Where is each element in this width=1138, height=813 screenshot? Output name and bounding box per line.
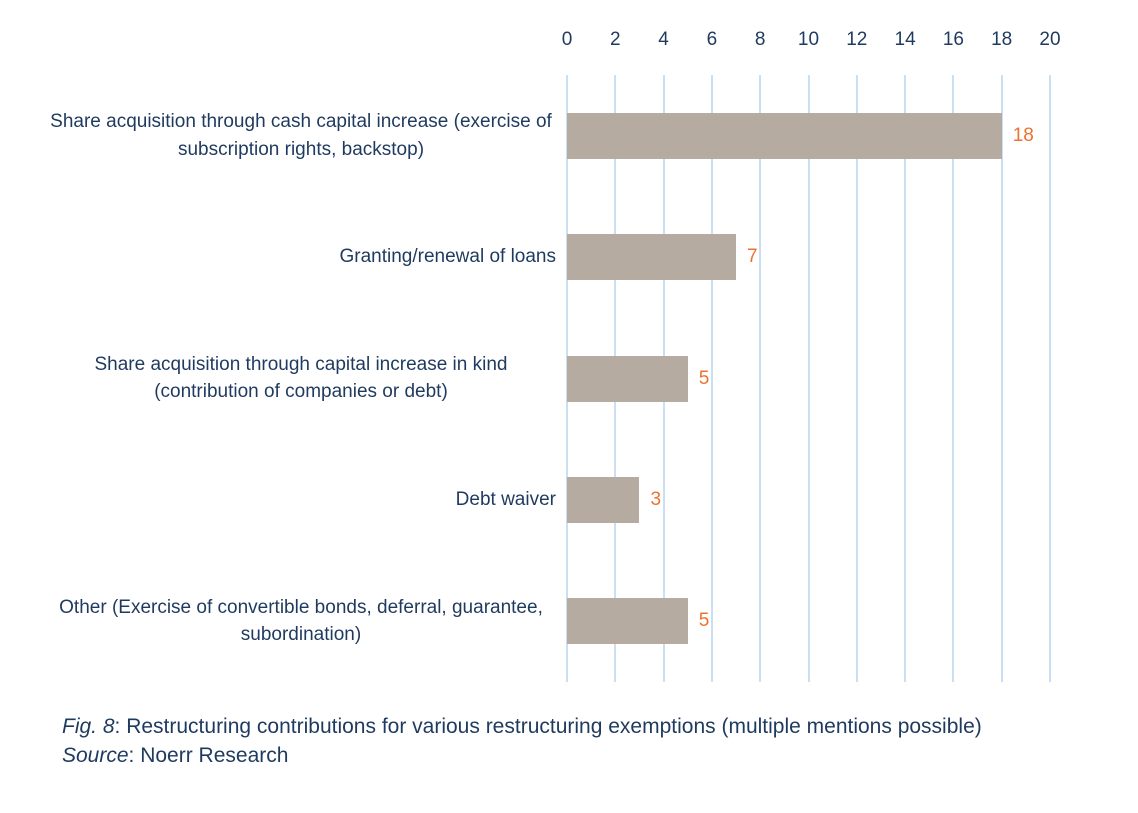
category-label: Share acquisition through cash capital i… [40, 75, 556, 196]
gridline-x-6 [710, 75, 713, 682]
bar [567, 476, 640, 523]
x-axis-tick-8: 8 [754, 29, 766, 50]
x-axis-tick-12: 12 [846, 29, 868, 50]
x-axis-tick-14: 14 [894, 29, 916, 50]
bar [567, 234, 737, 281]
figure-number: Fig. 8 [62, 715, 115, 738]
x-axis-tick-10: 10 [797, 29, 820, 50]
value-label: 5 [698, 367, 710, 389]
value-label: 18 [1012, 124, 1034, 146]
x-axis-tick-4: 4 [658, 29, 669, 50]
figure-caption: Fig. 8: Restructuring contributions for … [62, 712, 982, 771]
gridline-x-8 [759, 75, 762, 682]
value-label: 3 [650, 488, 662, 510]
figure-title-text: : Restructuring contributions for variou… [114, 715, 982, 738]
source-label: Source [62, 744, 129, 768]
category-label: Debt waiver [40, 439, 556, 560]
bar [567, 598, 688, 645]
x-axis-tick-16: 16 [942, 29, 964, 50]
value-label: 5 [698, 610, 710, 632]
x-axis-tick-2: 2 [610, 29, 621, 50]
gridline-x-14 [904, 75, 907, 682]
category-label-text: Share acquisition through cash capital i… [50, 111, 552, 160]
source-text: : Noerr Research [128, 744, 289, 768]
category-label: Share acquisition through capital increa… [40, 318, 556, 439]
category-label-text: Debt waiver [455, 489, 556, 511]
x-axis-tick-20: 20 [1039, 29, 1061, 50]
x-axis-tick-18: 18 [991, 29, 1013, 50]
gridline-x-12 [855, 75, 858, 682]
category-label: Granting/renewal of loans [40, 196, 556, 317]
bar [567, 112, 1002, 159]
x-axis-tick-6: 6 [706, 29, 718, 50]
caption-line-source: Source: Noerr Research [62, 741, 982, 770]
gridline-x-18 [1000, 75, 1003, 682]
category-label-text: Other (Exercise of convertible bonds, de… [59, 596, 543, 646]
category-label-text: Share acquisition through capital increa… [94, 353, 508, 403]
value-label: 7 [747, 246, 758, 268]
category-label-text: Granting/renewal of loans [339, 246, 556, 268]
gridline-x-10 [807, 75, 810, 682]
category-label: Other (Exercise of convertible bonds, de… [40, 561, 556, 682]
bar [567, 355, 688, 402]
gridline-x-20 [1049, 75, 1051, 682]
caption-line-figure: Fig. 8: Restructuring contributions for … [62, 712, 982, 741]
gridline-x-16 [952, 75, 955, 682]
x-axis-tick-0: 0 [561, 29, 573, 50]
